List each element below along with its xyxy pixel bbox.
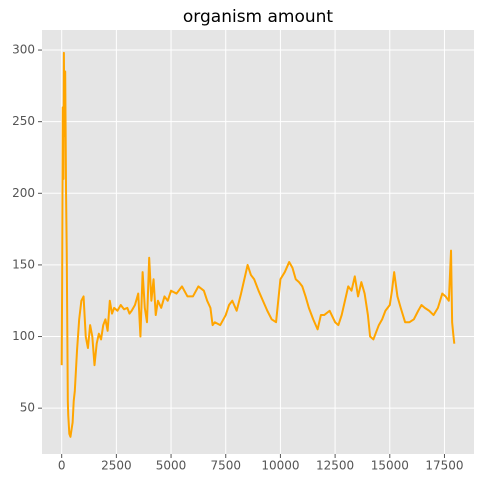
- x-tick-label: 10000: [261, 459, 299, 473]
- data-line: [60, 51, 456, 438]
- x-tick-label: 7500: [210, 459, 241, 473]
- y-tick-label: 100: [12, 329, 35, 343]
- y-tick-label: 150: [12, 257, 35, 271]
- plot-area: [42, 30, 474, 454]
- x-tick-label: 5000: [156, 459, 187, 473]
- x-tick-label: 17500: [425, 459, 463, 473]
- y-tick-label: 50: [20, 401, 35, 415]
- x-tick-label: 15000: [371, 459, 409, 473]
- x-tick-label: 0: [58, 459, 66, 473]
- chart-title: organism amount: [183, 7, 334, 27]
- x-tick-label: 12500: [316, 459, 354, 473]
- y-tick-label: 300: [12, 43, 35, 57]
- y-tick-label: 200: [12, 186, 35, 200]
- y-tick-label: 250: [12, 114, 35, 128]
- x-tick-label: 2500: [101, 459, 132, 473]
